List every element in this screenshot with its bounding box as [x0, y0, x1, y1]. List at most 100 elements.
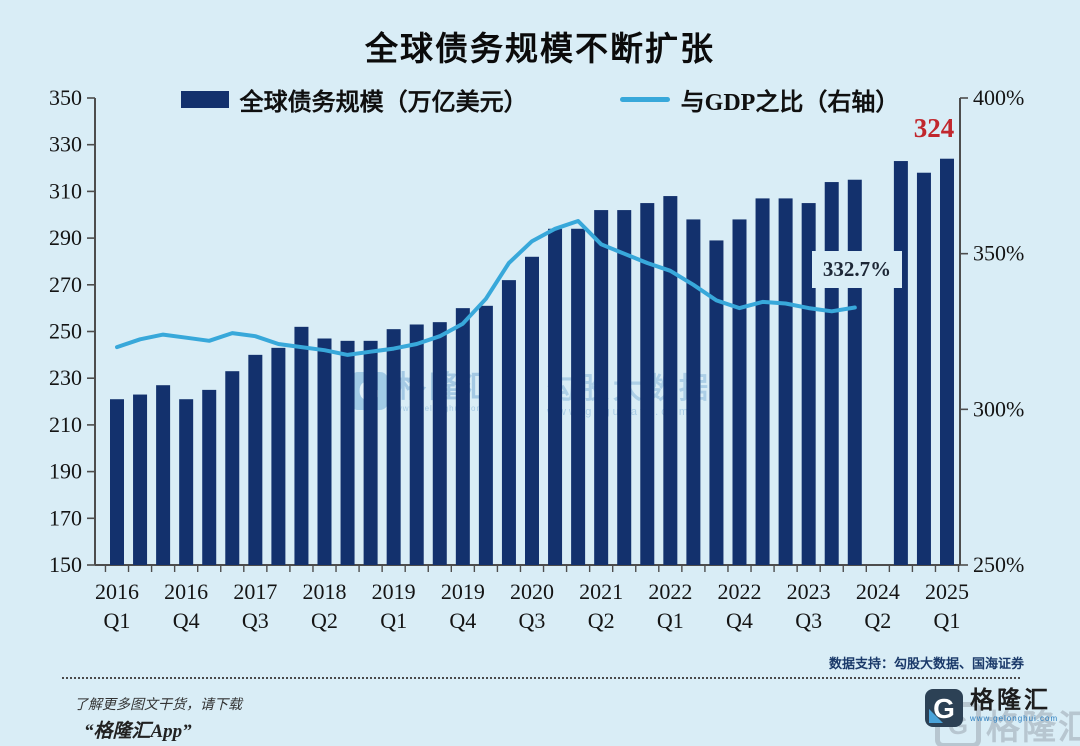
bar-2019Q2	[409, 324, 424, 565]
legend-debt-label: 全球债务规模（万亿美元）	[239, 90, 528, 116]
bar-2021Q4	[640, 203, 655, 565]
bar-2022Q2	[686, 219, 701, 566]
svg-text:G: G	[933, 693, 955, 724]
bar-2021Q1	[571, 228, 586, 565]
bar-2024Q3	[893, 161, 908, 566]
bar-2021Q3	[617, 210, 632, 565]
app-name: “格隆汇App”	[84, 721, 192, 742]
left-axis-tick-label: 190	[49, 459, 82, 484]
left-axis-tick-label: 350	[49, 85, 82, 110]
source-note: 数据支持：勾股大数据、国海证券	[828, 656, 1024, 671]
legend-ratio-label: 与GDP之比（右轴）	[680, 90, 900, 116]
legend-item-ratio: 与GDP之比（右轴）	[619, 82, 900, 117]
x-tick-quarter: Q3	[242, 608, 269, 633]
corner-watermark: G 格隆汇	[935, 700, 1080, 746]
bar-2017Q1	[202, 389, 217, 565]
right-axis-tick-label: 250%	[973, 552, 1024, 577]
left-axis-tick-label: 170	[49, 505, 82, 530]
gelonghui-logo: G 格隆汇 www.gelonghui.com	[924, 688, 1058, 728]
left-axis-tick-label: 230	[49, 365, 82, 390]
x-tick-quarter: Q3	[519, 608, 546, 633]
x-tick-quarter: Q1	[380, 608, 407, 633]
bar-2020Q1	[478, 305, 493, 565]
x-tick-year: 2023	[787, 579, 831, 604]
left-axis-tick-label: 250	[49, 319, 82, 344]
right-axis-tick-label: 300%	[973, 396, 1024, 421]
bar-2017Q3	[248, 354, 263, 565]
bar-2017Q2	[225, 371, 240, 565]
bar-2018Q2	[317, 338, 332, 565]
bar-2020Q2	[501, 280, 516, 565]
x-tick-year: 2018	[303, 579, 347, 604]
bar-2017Q4	[271, 347, 286, 565]
annotation-latest-debt: 324	[913, 113, 955, 143]
footer-divider	[62, 677, 1020, 679]
bar-swatch-icon	[180, 91, 229, 108]
bar-2016Q2	[133, 394, 148, 565]
right-axis-tick-label: 350%	[973, 241, 1024, 266]
legend: 全球债务规模（万亿美元） 与GDP之比（右轴）	[0, 82, 1080, 117]
bar-2024Q4	[916, 172, 931, 565]
x-tick-quarter: Q1	[657, 608, 684, 633]
x-tick-year: 2016	[164, 579, 208, 604]
bar-2019Q4	[455, 308, 470, 565]
bar-2016Q1	[110, 399, 124, 565]
left-axis-tick-label: 290	[49, 225, 82, 250]
line-swatch-icon	[619, 97, 670, 102]
left-axis-tick-label: 150	[49, 552, 82, 577]
left-axis-tick-label: 270	[49, 272, 82, 297]
corner-brand-text: 格隆汇	[986, 710, 1080, 746]
x-tick-year: 2022	[648, 579, 692, 604]
bar-2023Q2	[778, 198, 793, 565]
left-axis-tick-label: 210	[49, 412, 82, 437]
bar-2022Q1	[663, 196, 678, 565]
bar-2023Q1	[755, 198, 770, 565]
x-tick-year: 2017	[233, 579, 277, 604]
bar-2025Q1	[940, 158, 954, 565]
left-axis-tick-label: 310	[49, 178, 82, 203]
x-tick-year: 2025	[925, 579, 969, 604]
x-tick-year: 2021	[579, 579, 623, 604]
x-tick-year: 2016	[95, 579, 139, 604]
annotation-debt-gdp-ratio: 332.7%	[812, 251, 902, 288]
logo-url: www.gelonghui.com	[970, 714, 1059, 723]
x-tick-quarter: Q1	[104, 608, 131, 633]
x-tick-year: 2019	[441, 579, 485, 604]
bar-2021Q2	[594, 210, 609, 565]
x-tick-year: 2022	[718, 579, 762, 604]
page-title: 全球债务规模不断扩张	[365, 32, 715, 68]
bar-2016Q3	[156, 385, 171, 565]
x-tick-quarter: Q3	[795, 608, 822, 633]
bar-2024Q1	[847, 179, 862, 565]
x-tick-quarter: Q2	[311, 608, 338, 633]
bar-2023Q4	[824, 182, 839, 565]
bar-2019Q1	[386, 329, 401, 565]
bar-2018Q1	[294, 326, 309, 565]
download-hint: 了解更多图文干货，请下载	[74, 698, 242, 713]
x-tick-quarter: Q4	[449, 608, 476, 633]
x-tick-year: 2020	[510, 579, 554, 604]
x-tick-quarter: Q1	[934, 608, 961, 633]
bar-2020Q3	[525, 256, 539, 565]
x-tick-quarter: Q2	[864, 608, 891, 633]
left-axis-tick-label: 330	[49, 132, 82, 157]
bar-2018Q3	[340, 340, 355, 565]
x-tick-quarter: Q4	[173, 608, 200, 633]
logo-g-icon: G	[925, 689, 963, 727]
x-tick-quarter: Q4	[726, 608, 753, 633]
x-tick-year: 2019	[372, 579, 416, 604]
legend-item-debt: 全球债务规模（万亿美元）	[180, 82, 528, 117]
bar-2022Q4	[732, 219, 747, 566]
x-tick-year: 2024	[856, 579, 900, 604]
x-tick-quarter: Q2	[588, 608, 615, 633]
bar-2020Q4	[548, 228, 563, 565]
logo-brand-text: 格隆汇	[970, 688, 1051, 714]
bar-2016Q4	[179, 399, 194, 565]
bar-2022Q3	[709, 240, 724, 565]
right-axis-tick-label: 400%	[973, 85, 1024, 110]
bar-2019Q3	[432, 322, 447, 565]
bar-2018Q4	[363, 340, 378, 565]
debt-gdp-ratio-line	[115, 219, 857, 357]
bar-2023Q3	[801, 203, 816, 565]
